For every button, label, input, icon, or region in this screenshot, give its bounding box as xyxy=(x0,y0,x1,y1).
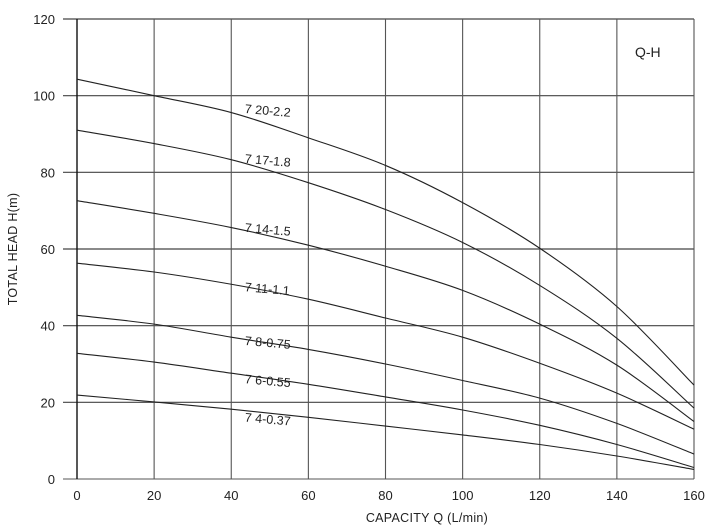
qh-curve xyxy=(76,200,695,422)
qh-curve xyxy=(76,78,695,386)
qh-curve xyxy=(76,262,695,430)
x-tick-label: 60 xyxy=(301,488,315,503)
x-tick-label: 20 xyxy=(147,488,161,503)
y-tick-label: 40 xyxy=(41,319,55,334)
x-axis-ticks: 0 20 40 60 80 100 120 140 160 xyxy=(73,488,704,503)
x-axis-title: CAPACITY Q (L/min) xyxy=(366,511,488,525)
x-tick-label: 100 xyxy=(452,488,474,503)
x-tick-label: 40 xyxy=(224,488,238,503)
y-tick-label: 120 xyxy=(33,12,55,27)
curve-label: 7 14-1.5 xyxy=(244,221,291,239)
x-tick-label: 120 xyxy=(529,488,551,503)
x-tick-label: 0 xyxy=(73,488,80,503)
y-tick-label: 80 xyxy=(41,165,55,180)
grid-lines xyxy=(63,18,695,480)
y-tick-label: 100 xyxy=(33,89,55,104)
qh-curve xyxy=(76,352,695,469)
qh-curve xyxy=(76,129,695,409)
x-tick-label: 140 xyxy=(606,488,628,503)
curves xyxy=(76,78,695,470)
qh-curve xyxy=(76,394,695,470)
y-tick-label: 20 xyxy=(41,395,55,410)
y-tick-label: 0 xyxy=(48,472,55,487)
curve-labels: 7 20-2.2 7 17-1.8 7 14-1.5 7 11-1.1 7 8-0.75… xyxy=(244,102,291,429)
y-tick-label: 60 xyxy=(41,242,55,257)
chart-title: Q-H xyxy=(635,44,661,60)
curve-label: 7 11-1.1 xyxy=(244,280,290,298)
curve-label: 7 6-0.55 xyxy=(244,372,291,390)
curve-label: 7 4-0.37 xyxy=(244,411,291,429)
curve-label: 7 17-1.8 xyxy=(244,152,291,170)
x-tick-label: 80 xyxy=(378,488,392,503)
y-axis-ticks: 0 20 40 60 80 100 120 xyxy=(33,12,55,487)
x-tick-label: 160 xyxy=(683,488,705,503)
curve-label: 7 8-0.75 xyxy=(244,334,291,352)
y-axis-title: TOTAL HEAD H(m) xyxy=(6,193,20,306)
curve-label: 7 20-2.2 xyxy=(244,102,291,120)
qh-curve xyxy=(76,314,695,455)
